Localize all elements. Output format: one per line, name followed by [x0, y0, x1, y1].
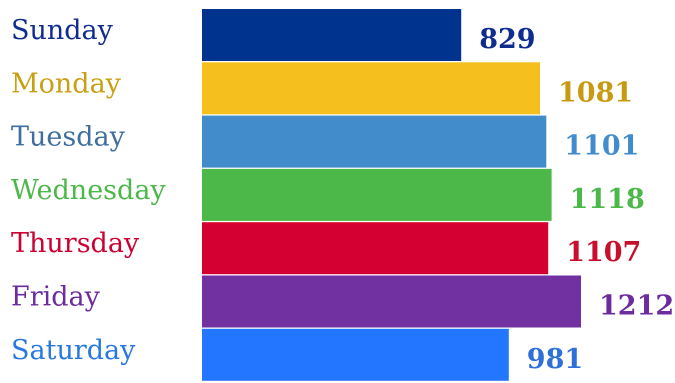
category-label-friday: Friday: [11, 282, 101, 313]
value-label-sunday: 829: [479, 24, 535, 55]
category-labels: Sunday Monday Tuesday Wednesday Thursday Frid…: [11, 15, 166, 366]
value-label-saturday: 981: [527, 344, 583, 375]
value-label-wednesday: 1118: [570, 184, 645, 215]
category-label-thursday: Thursday: [11, 228, 140, 259]
category-label-sunday: Sunday: [11, 15, 114, 46]
category-label-wednesday: Wednesday: [11, 175, 166, 206]
bar-sunday: [202, 9, 462, 61]
value-label-friday: 1212: [599, 291, 674, 322]
bar-wednesday: [202, 168, 552, 221]
bar-friday: [202, 275, 581, 328]
bar-monday: [202, 62, 540, 115]
category-label-saturday: Saturday: [11, 335, 136, 366]
bar-saturday: [202, 328, 509, 381]
bar-thursday: [202, 222, 549, 275]
value-labels: 829 1081 1101 1118 1107 1212 981: [479, 24, 674, 375]
bars-layer: [202, 9, 581, 381]
value-label-tuesday: 1101: [564, 131, 639, 162]
value-label-thursday: 1107: [566, 237, 641, 268]
category-label-tuesday: Tuesday: [11, 122, 126, 153]
value-label-monday: 1081: [558, 77, 633, 108]
category-label-monday: Monday: [11, 68, 122, 99]
bar-tuesday: [202, 115, 547, 168]
